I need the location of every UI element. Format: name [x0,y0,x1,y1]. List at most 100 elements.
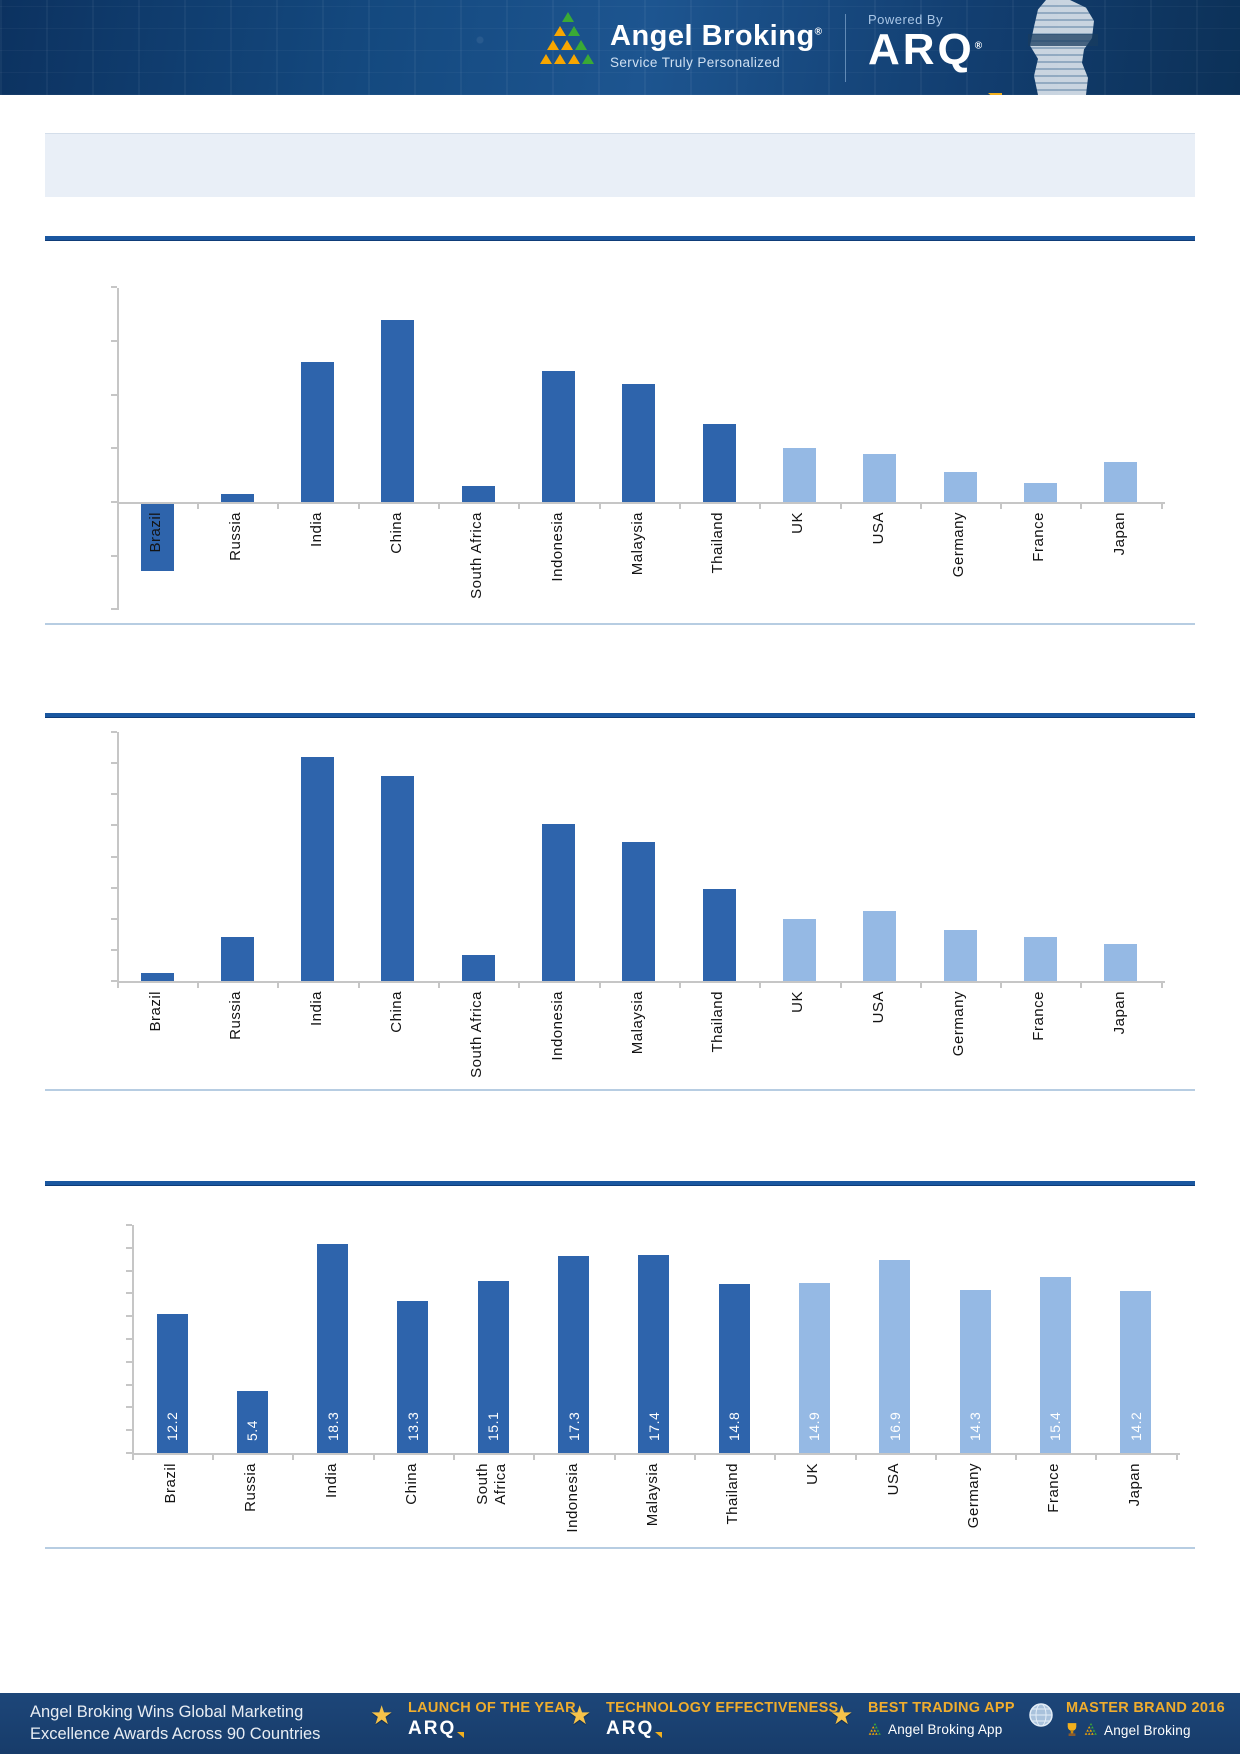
robot-visor [1028,34,1098,46]
footer-headline: Angel Broking Wins Global Marketing Exce… [30,1701,320,1745]
x-axis-tick [839,504,842,509]
registered-mark: ® [814,26,823,38]
award-title: BEST TRADING APP [868,1700,1015,1716]
x-axis-tick [292,1455,295,1460]
x-axis-tick [438,983,441,988]
bar [879,1260,911,1453]
bar [477,1280,509,1453]
x-axis [132,1453,1180,1455]
x-axis-tick [598,504,601,509]
x-axis-tick [759,504,762,509]
header-divider [845,14,846,82]
globe-icon [1028,1702,1054,1733]
y-axis-tick [126,1338,132,1340]
bar [1104,943,1138,981]
bar [622,842,656,981]
award-title: MASTER BRAND 2016 [1066,1700,1225,1716]
x-axis-label: China [387,991,405,1033]
x-axis-label: Brazil [162,1463,179,1504]
x-axis-tick [277,983,280,988]
bar [782,448,816,502]
y-axis-tick [126,1292,132,1295]
y-axis-tick [126,1452,132,1454]
arq-triangle-icon [988,93,1002,95]
x-axis-label: Indonesia [548,512,566,582]
x-axis-label: UK [789,991,807,1013]
footer-headline-line1: Angel Broking Wins Global Marketing [30,1703,304,1721]
x-axis-tick [438,504,441,509]
y-axis-tick [111,554,117,557]
trophy-icon [1067,1723,1077,1736]
x-axis-label: India [307,991,325,1027]
award-title: LAUNCH OF THE YEAR [408,1700,576,1716]
bar [317,1244,349,1453]
section-rule-3 [45,1181,1195,1186]
x-axis-tick [277,504,280,509]
footer-headline-line2: Excellence Awards Across 90 Countries [30,1725,321,1743]
award-subtitle: Angel Broking App [868,1722,1015,1737]
x-axis-label: France [1030,512,1048,562]
x-axis-label: Thailand [709,991,727,1053]
y-axis-tick [126,1269,132,1272]
bar [782,918,816,981]
y-axis [132,1225,134,1453]
bar [1023,483,1057,502]
award-subtitle-arq: ARQ [606,1718,839,1740]
award-subtitle-arq: ARQ [408,1718,576,1740]
x-axis-tick [919,504,922,509]
page-header: Angel Broking® Service Truly Personalize… [0,0,1240,95]
x-axis-label: Japan [1125,1463,1143,1507]
x-axis-label: China [387,512,405,554]
x-axis-tick [518,983,521,988]
bar [301,362,335,502]
section-rule-1 [45,236,1195,241]
bar-value-label: 14.8 [726,1411,743,1441]
x-axis-label: Indonesia [548,991,566,1061]
y-axis [117,288,119,610]
angel-broking-logo-icon [540,12,596,79]
bar-value-label: 14.3 [967,1411,983,1441]
x-axis-label: South Africa [468,512,486,599]
x-axis-label: Thailand [709,512,727,574]
x-axis-tick [613,1455,616,1460]
bar [1023,937,1057,981]
y-axis-tick [111,393,117,396]
x-axis-tick [1160,983,1163,988]
x-axis-tick [693,1455,696,1460]
x-axis [117,981,1165,983]
x-axis-label: Germany [965,1463,982,1529]
y-axis-tick [111,286,117,289]
x-axis-label: China [402,1463,420,1505]
bar [220,937,254,981]
y-axis-tick [111,447,117,450]
x-axis-tick [212,1455,215,1460]
bar [236,1391,268,1453]
y-axis-tick [126,1383,132,1386]
y-axis-tick [126,1246,132,1249]
x-axis-tick [357,504,360,509]
bar [542,370,575,502]
bar [959,1289,991,1453]
brand-text: Angel Broking® Service Truly Personalize… [610,20,823,70]
brand-name: Angel Broking® [610,20,823,53]
bar [397,1301,429,1453]
bar-value-label: 15.4 [1047,1411,1064,1441]
x-axis-label: France [1030,991,1048,1041]
x-axis-tick [1080,504,1083,509]
y-axis-tick [111,608,117,611]
bar [140,504,174,572]
robot-head-graphic [1030,0,1094,95]
x-axis-label: USA [869,991,887,1024]
y-axis [117,732,119,981]
x-axis-label: Russia [227,512,245,561]
y-axis-tick [111,855,117,858]
bar [943,929,977,981]
x-axis-tick [1160,504,1163,509]
section-end-rule-1 [45,623,1195,625]
bar-value-label: 12.2 [164,1411,180,1441]
award-title: TECHNOLOGY EFFECTIVENESS [606,1700,839,1716]
